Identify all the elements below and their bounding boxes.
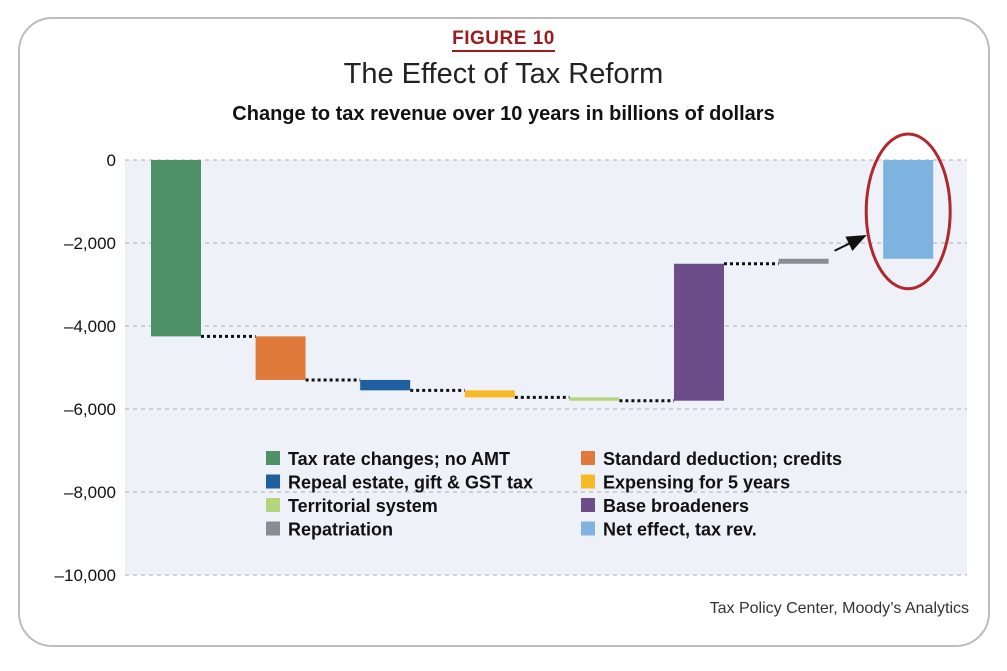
bar [151, 160, 201, 337]
y-tick-label: –10,000 [55, 566, 116, 585]
legend-swatch [581, 451, 595, 465]
bar [569, 397, 620, 401]
highlight-ring [864, 132, 952, 291]
legend-label: Net effect, tax rev. [603, 520, 757, 540]
legend-label: Expensing for 5 years [603, 473, 790, 493]
legend-swatch [581, 474, 595, 489]
legend-label: Repeal estate, gift & GST tax [288, 473, 533, 493]
chart-title: The Effect of Tax Reform [343, 58, 664, 90]
bar [464, 390, 515, 398]
figure-label: FIGURE 10 [0, 28, 1007, 52]
bar [674, 263, 724, 401]
plot-area [125, 160, 967, 575]
legend-swatch [266, 521, 280, 536]
legend-label: Repatriation [288, 520, 393, 540]
bar [255, 336, 306, 380]
legend-label: Standard deduction; credits [603, 449, 842, 469]
bar [778, 258, 829, 264]
bar [883, 160, 934, 259]
legend-label: Tax rate changes; no AMT [288, 449, 510, 469]
chart-subtitle: Change to tax revenue over 10 years in b… [232, 103, 775, 125]
y-tick-label: 0 [107, 151, 116, 170]
legend-label: Territorial system [288, 496, 438, 516]
legend-swatch [266, 498, 280, 512]
arrow [834, 235, 867, 252]
legend-swatch [266, 474, 280, 489]
source-note: Tax Policy Center, Moody’s Analytics [709, 600, 969, 617]
legend-label: Base broadeners [603, 496, 749, 516]
y-tick-label: –6,000 [64, 400, 116, 419]
y-tick-label: –4,000 [64, 317, 116, 336]
bar [360, 379, 411, 391]
y-tick-label: –2,000 [64, 234, 116, 253]
y-tick-label: –8,000 [64, 483, 116, 502]
legend-swatch [581, 521, 595, 536]
legend-swatch [581, 498, 595, 512]
legend-swatch [266, 451, 280, 465]
